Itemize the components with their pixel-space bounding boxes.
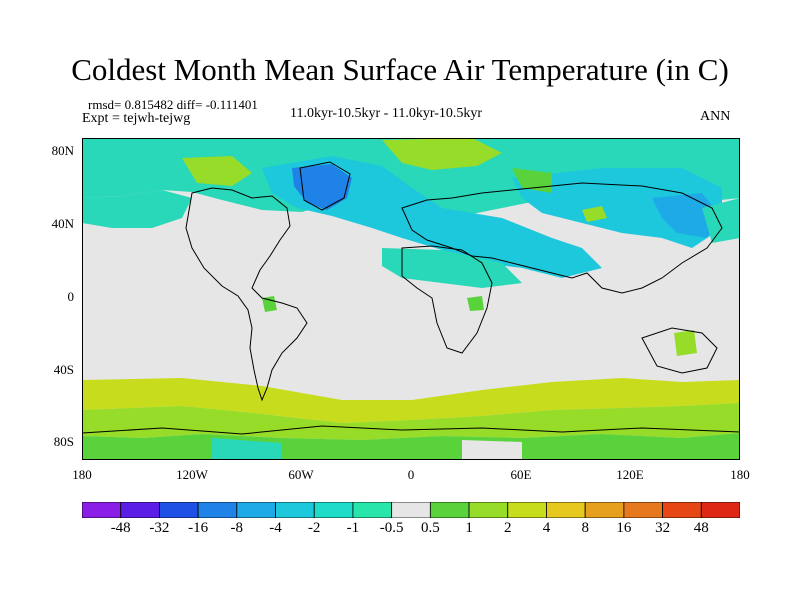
colorbar-label: 0.5	[421, 520, 440, 536]
colorbar-label: -0.5	[379, 520, 404, 536]
y-tick-80s: 80S	[53, 434, 74, 449]
colorbar-label: -8	[230, 520, 244, 536]
x-tick-60w: 60W	[288, 467, 314, 482]
australia-warm-patch	[674, 330, 697, 356]
colorbar-swatch	[700, 502, 740, 518]
north-africa-cool	[382, 248, 522, 288]
coastlines	[82, 161, 740, 435]
colorbar-label: -48	[110, 520, 131, 536]
arctic-cool-band	[82, 138, 740, 216]
y-tick-80n: 80N	[51, 143, 74, 158]
colorbar-label: -1	[346, 520, 360, 536]
antarctic-neutral-patch	[462, 440, 522, 460]
colorbar-label: 8	[581, 520, 589, 536]
map-frame	[82, 138, 740, 460]
australia-coast	[641, 327, 718, 374]
colorbar-label: 2	[504, 520, 512, 536]
y-tick-40n: 40N	[51, 216, 74, 231]
map-title: Coldest Month Mean Surface Air Temperatu…	[71, 52, 729, 87]
colorbar-swatch	[159, 502, 199, 518]
colorbar-label: -32	[149, 520, 170, 536]
colorbar-label: -4	[269, 520, 282, 536]
colorbar-label: -2	[307, 520, 321, 536]
greenland-coast	[299, 161, 351, 211]
arctic-warm-patch	[382, 138, 502, 170]
colorbar-label: 48	[693, 520, 709, 536]
x-tick-120e: 120E	[616, 467, 644, 482]
colorbar-swatch	[623, 502, 663, 518]
experiment-label: Expt = tejwh-tejwg	[82, 111, 191, 126]
eurasia-coast	[401, 182, 723, 294]
colorbar	[82, 502, 740, 518]
x-tick-60e: 60E	[510, 467, 532, 482]
colorbar-swatch	[468, 502, 509, 518]
greenland-deep-cool	[292, 164, 352, 210]
colorbar-label: 4	[542, 520, 551, 536]
season-label: ANN	[700, 109, 731, 124]
antarctica-coast	[82, 425, 740, 435]
alaska-warm-patch	[182, 156, 252, 186]
central-asia-warm-patch	[582, 206, 607, 222]
colorbar-swatch	[313, 502, 354, 518]
americas-coast	[185, 187, 308, 402]
colorbar-swatch	[546, 502, 586, 518]
colorbar-swatch	[236, 502, 276, 518]
period-label: 11.0kyr-10.5kyr - 11.0kyr-10.5kyr	[290, 106, 483, 121]
x-tick-120w: 120W	[176, 467, 208, 482]
colorbar-swatch	[429, 502, 470, 518]
colorbar-swatch	[352, 502, 393, 518]
colorbar-label: 32	[655, 520, 671, 536]
temperature-anomaly-map	[82, 138, 740, 460]
southern-ocean-warm	[82, 378, 740, 423]
antarctic-cool-patch-1	[212, 438, 282, 460]
colorbar-label: -16	[188, 520, 209, 536]
asia-cool	[512, 168, 722, 248]
colorbar-swatch	[82, 502, 122, 518]
colorbar-label: 16	[616, 520, 632, 536]
y-tick-40s: 40S	[53, 362, 74, 377]
africa-coast	[401, 245, 493, 354]
x-tick-180w: 180	[72, 467, 92, 482]
colorbar-swatch	[120, 502, 160, 518]
y-tick-0: 0	[67, 289, 75, 304]
sa-warm-patch	[262, 296, 277, 312]
colorbar-swatch	[507, 502, 547, 518]
x-tick-180e: 180	[730, 467, 750, 482]
colorbar-swatch	[662, 502, 702, 518]
colorbar-swatch	[584, 502, 625, 518]
colorbar-label: 1	[465, 520, 473, 536]
africa-warm-patch	[467, 296, 484, 311]
rmsd-diff-stat: rmsd= 0.815482 diff= -0.111401	[88, 97, 258, 112]
colorbar-swatch	[391, 502, 431, 518]
north-pacific-cool	[82, 190, 192, 228]
colorbar-swatch	[197, 502, 238, 518]
x-tick-0: 0	[407, 467, 415, 482]
shaded-anomaly-regions	[82, 138, 740, 460]
southern-ocean-warm-mid	[82, 403, 740, 440]
north-pacific-east-cool	[702, 198, 740, 243]
colorbar-swatch	[275, 502, 315, 518]
